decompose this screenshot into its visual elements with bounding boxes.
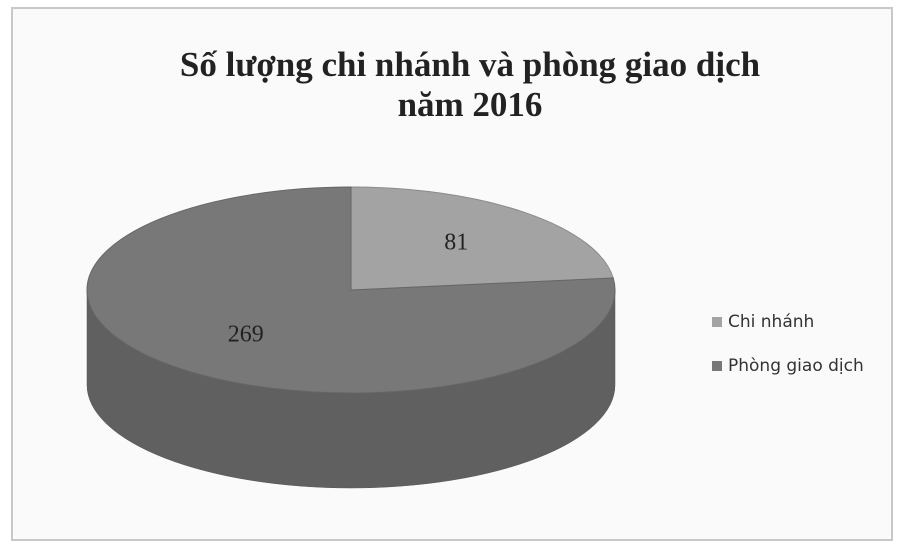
legend-swatch bbox=[712, 317, 722, 327]
chart-title: năm 2016 bbox=[398, 85, 543, 124]
legend-swatch bbox=[712, 361, 722, 371]
pie-slice bbox=[86, 186, 616, 394]
legend-label: Phòng giao dịch bbox=[728, 356, 864, 376]
pie-slice bbox=[350, 186, 614, 291]
data-label: 269 bbox=[228, 322, 264, 348]
legend-label: Chi nhánh bbox=[728, 312, 814, 332]
chart-title: Số lượng chi nhánh và phòng giao dịch bbox=[180, 45, 760, 84]
data-label: 81 bbox=[444, 229, 468, 255]
